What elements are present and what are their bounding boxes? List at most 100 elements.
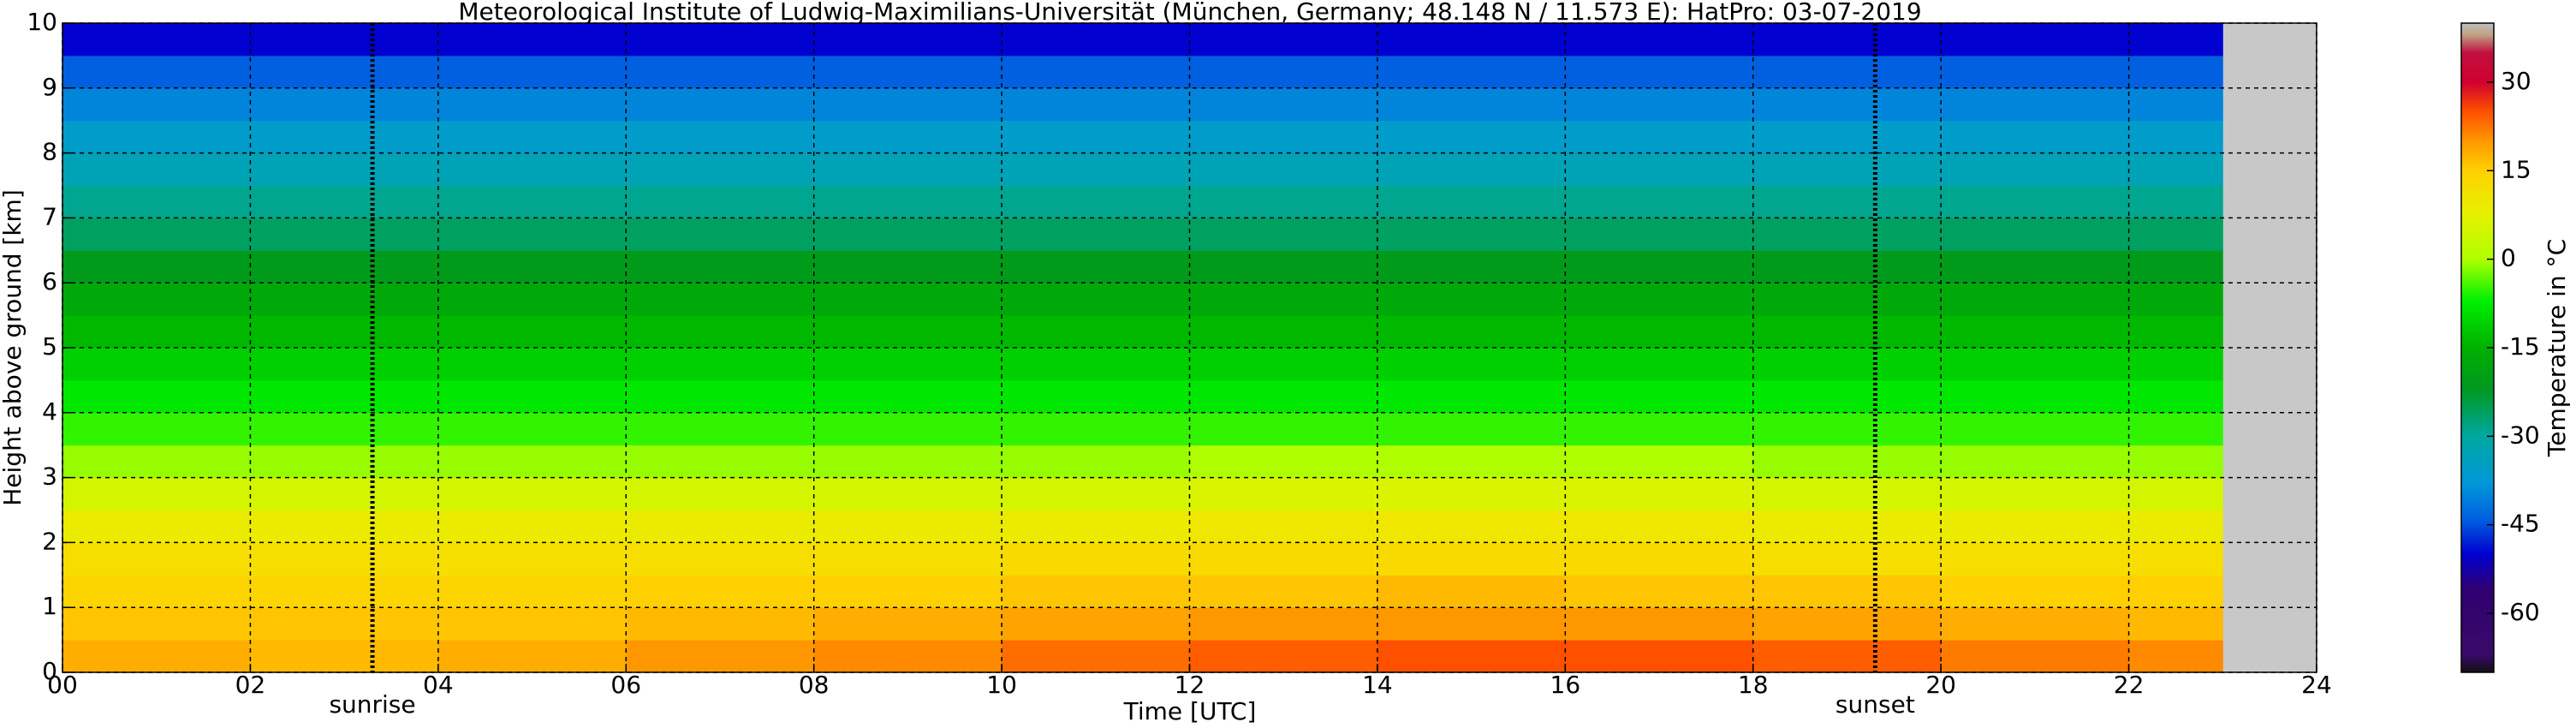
heatmap-cell: [1377, 250, 1566, 283]
heatmap-cell: [1377, 23, 1566, 57]
heatmap-cell: [1752, 55, 1942, 89]
heatmap-cell: [1002, 87, 1190, 122]
heatmap-cell: [1941, 315, 2130, 349]
heatmap-cell: [1002, 379, 1190, 414]
heatmap-cell: [437, 542, 627, 576]
heatmap-cell: [1941, 87, 2130, 122]
heatmap-cell: [62, 152, 251, 186]
heatmap-cell: [437, 640, 627, 673]
heatmap-cell: [1565, 640, 1754, 673]
heatmap-cell: [1002, 218, 1190, 251]
heatmap-cell: [1752, 185, 1942, 218]
heatmap-cell: [813, 445, 1002, 479]
heatmap-cell: [813, 218, 1002, 251]
heatmap-cell: [1752, 379, 1942, 414]
heatmap-cell: [1189, 23, 1378, 57]
heatmap-cell: [626, 55, 815, 89]
heatmap-cell: [250, 607, 439, 641]
heatmap-cell: [2128, 283, 2223, 316]
heatmap-cell: [1002, 120, 1190, 154]
heatmap-cell: [437, 607, 627, 641]
heatmap-cell: [1565, 607, 1754, 641]
heatmap-cell: [1377, 120, 1566, 154]
colorbar-tick-label: -30: [2501, 421, 2540, 449]
y-tick-label: 5: [42, 332, 57, 361]
heatmap-cell: [437, 575, 627, 608]
y-tick-label: 1: [42, 592, 57, 620]
heatmap-cell: [813, 575, 1002, 608]
y-tick-label: 9: [42, 73, 57, 101]
heatmap-cell: [1002, 185, 1190, 218]
heatmap-cell: [2128, 542, 2223, 576]
heatmap-cell: [1565, 510, 1754, 543]
heatmap-cell: [2128, 477, 2223, 510]
heatmap-cell: [2128, 23, 2223, 57]
x-tick-label: 06: [610, 671, 641, 699]
heatmap-cell: [437, 510, 627, 543]
y-axis-label: Height above ground [km]: [0, 189, 27, 506]
heatmap-cell: [1377, 87, 1566, 122]
chart-title: Meteorological Institute of Ludwig-Maxim…: [458, 0, 1921, 26]
heatmap-cell: [1752, 218, 1942, 251]
heatmap-cell: [62, 510, 251, 543]
heatmap-cell: [1002, 23, 1190, 57]
heatmap-cell: [250, 348, 439, 381]
heatmap-cell: [1189, 379, 1378, 414]
heatmap-cell: [813, 120, 1002, 154]
heatmap-cell: [1565, 412, 1754, 446]
heatmap-cell: [1377, 185, 1566, 218]
heatmap-cell: [2128, 152, 2223, 186]
heatmap-cell: [1002, 152, 1190, 186]
heatmap-cell: [1752, 412, 1942, 446]
x-tick-label: 22: [2114, 671, 2145, 699]
heatmap-cell: [1752, 445, 1942, 479]
x-tick-label: 10: [986, 671, 1017, 699]
heatmap-cell: [813, 250, 1002, 283]
colorbar-tick-label: 0: [2501, 244, 2516, 272]
heatmap-cell: [2128, 250, 2223, 283]
heatmap-cell: [1189, 510, 1378, 543]
heatmap-cell: [1565, 315, 1754, 349]
heatmap-cell: [2128, 510, 2223, 543]
heatmap-cell: [1752, 23, 1942, 57]
heatmap-cell: [626, 185, 815, 218]
heatmap-cell: [2128, 315, 2223, 349]
x-axis-label: Time [UTC]: [1123, 697, 1257, 725]
heatmap-cell: [1189, 185, 1378, 218]
heatmap-cell: [250, 185, 439, 218]
heatmap-cell: [1752, 250, 1942, 283]
heatmap-cell: [626, 23, 815, 57]
heatmap-cell: [1189, 412, 1378, 446]
heatmap-cell: [437, 379, 627, 414]
heatmap-cell: [1002, 510, 1190, 543]
heatmap-cell: [1377, 607, 1566, 641]
x-tick-label: 02: [235, 671, 266, 699]
heatmap-cell: [1377, 283, 1566, 316]
heatmap-cell: [1752, 348, 1942, 381]
heatmap-cell: [813, 315, 1002, 349]
heatmap-cell: [2128, 379, 2223, 414]
heatmap-cell: [813, 510, 1002, 543]
heatmap-cell: [1377, 412, 1566, 446]
heatmap-cell: [1941, 640, 2130, 673]
heatmap-cell: [250, 640, 439, 673]
marker-label: sunrise: [329, 690, 415, 719]
heatmap-cell: [1189, 87, 1378, 122]
heatmap-cell: [1189, 250, 1378, 283]
heatmap-cell: [1941, 185, 2130, 218]
heatmap-cell: [1565, 250, 1754, 283]
colorbar-tick-label: -15: [2501, 332, 2540, 361]
heatmap-cell: [1941, 23, 2130, 57]
heatmap-cell: [437, 477, 627, 510]
y-tick-label: 7: [42, 202, 57, 230]
heatmap-cell: [62, 87, 251, 122]
heatmap-cell: [1189, 152, 1378, 186]
heatmap-cell: [626, 348, 815, 381]
y-tick-label: 10: [27, 8, 57, 36]
heatmap-cell: [62, 477, 251, 510]
heatmap-cell: [1941, 477, 2130, 510]
heatmap-cell: [250, 510, 439, 543]
heatmap-cell: [437, 283, 627, 316]
heatmap-cell: [1565, 185, 1754, 218]
